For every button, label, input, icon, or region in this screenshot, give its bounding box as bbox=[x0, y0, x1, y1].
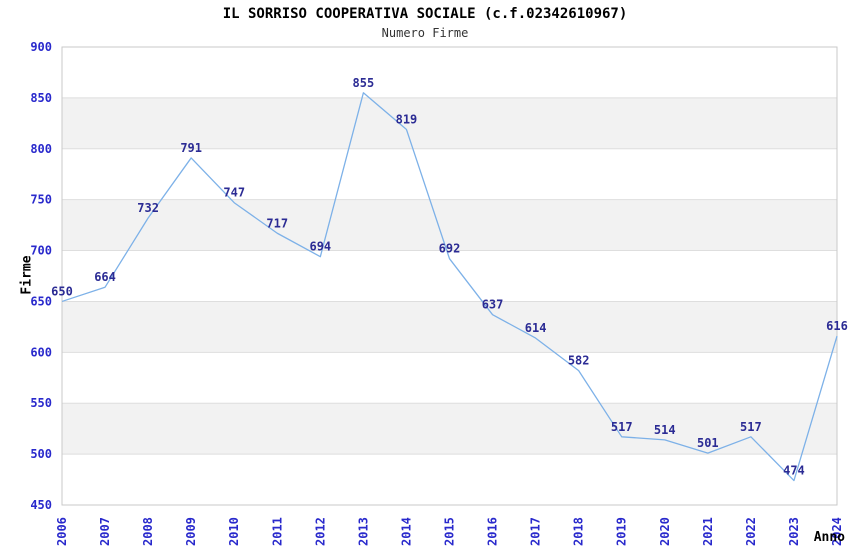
x-tick-label: 2017 bbox=[529, 517, 543, 546]
data-point-label: 694 bbox=[309, 240, 331, 254]
y-tick-label: 450 bbox=[30, 498, 52, 512]
x-tick-label: 2019 bbox=[615, 517, 629, 546]
y-tick-label: 600 bbox=[30, 345, 52, 359]
x-tick-label: 2022 bbox=[744, 517, 758, 546]
y-tick-label: 800 bbox=[30, 142, 52, 156]
y-tick-label: 750 bbox=[30, 193, 52, 207]
data-point-label: 747 bbox=[223, 186, 245, 200]
x-tick-label: 2023 bbox=[787, 517, 801, 546]
x-tick-label: 2011 bbox=[270, 517, 284, 546]
data-point-label: 819 bbox=[396, 112, 418, 126]
x-tick-label: 2013 bbox=[356, 517, 370, 546]
data-point-label: 692 bbox=[439, 242, 461, 256]
x-tick-label: 2010 bbox=[227, 517, 241, 546]
x-tick-label: 2016 bbox=[486, 517, 500, 546]
x-tick-label: 2009 bbox=[184, 517, 198, 546]
plot-band bbox=[62, 301, 837, 353]
data-point-label: 717 bbox=[266, 216, 288, 230]
y-tick-label: 550 bbox=[30, 396, 52, 410]
data-point-label: 650 bbox=[51, 284, 73, 298]
x-tick-label: 2012 bbox=[313, 517, 327, 546]
data-point-label: 664 bbox=[94, 270, 116, 284]
x-tick-label: 2014 bbox=[399, 517, 413, 546]
data-point-label: 517 bbox=[611, 420, 633, 434]
y-tick-label: 500 bbox=[30, 447, 52, 461]
chart-title: IL SORRISO COOPERATIVA SOCIALE (c.f.0234… bbox=[222, 6, 628, 22]
data-point-label: 855 bbox=[353, 76, 375, 90]
plot-border bbox=[61, 46, 838, 506]
data-point-label: 732 bbox=[137, 201, 159, 215]
y-tick-label: 900 bbox=[30, 40, 52, 54]
x-tick-label: 2007 bbox=[98, 517, 112, 546]
data-point-label: 474 bbox=[783, 464, 805, 478]
y-tick-label: 850 bbox=[30, 91, 52, 105]
x-tick-label: 2021 bbox=[701, 517, 715, 546]
data-point-label: 582 bbox=[568, 354, 590, 368]
x-tick-label: 2024 bbox=[830, 517, 844, 546]
data-point-label: 791 bbox=[180, 141, 202, 155]
x-tick-label: 2020 bbox=[658, 517, 672, 546]
plot-band bbox=[62, 97, 837, 149]
x-tick-label: 2018 bbox=[572, 517, 586, 546]
y-tick-label: 700 bbox=[30, 244, 52, 258]
plot-band bbox=[62, 199, 837, 251]
plot-band bbox=[62, 403, 837, 455]
y-axis-title: Firme bbox=[19, 255, 35, 295]
data-point-label: 517 bbox=[740, 420, 762, 434]
x-tick-label: 2006 bbox=[55, 517, 69, 546]
y-tick-label: 650 bbox=[30, 294, 52, 308]
series-line bbox=[61, 92, 838, 482]
data-point-label: 616 bbox=[826, 319, 848, 333]
x-tick-label: 2015 bbox=[443, 517, 457, 546]
data-point-label: 501 bbox=[697, 436, 719, 450]
x-axis-title: Anno bbox=[813, 530, 845, 545]
x-tick-label: 2008 bbox=[141, 517, 155, 546]
data-point-label: 637 bbox=[482, 298, 504, 312]
chart-subtitle: Numero Firme bbox=[381, 26, 469, 40]
data-point-label: 514 bbox=[654, 423, 676, 437]
data-point-label: 614 bbox=[525, 321, 547, 335]
